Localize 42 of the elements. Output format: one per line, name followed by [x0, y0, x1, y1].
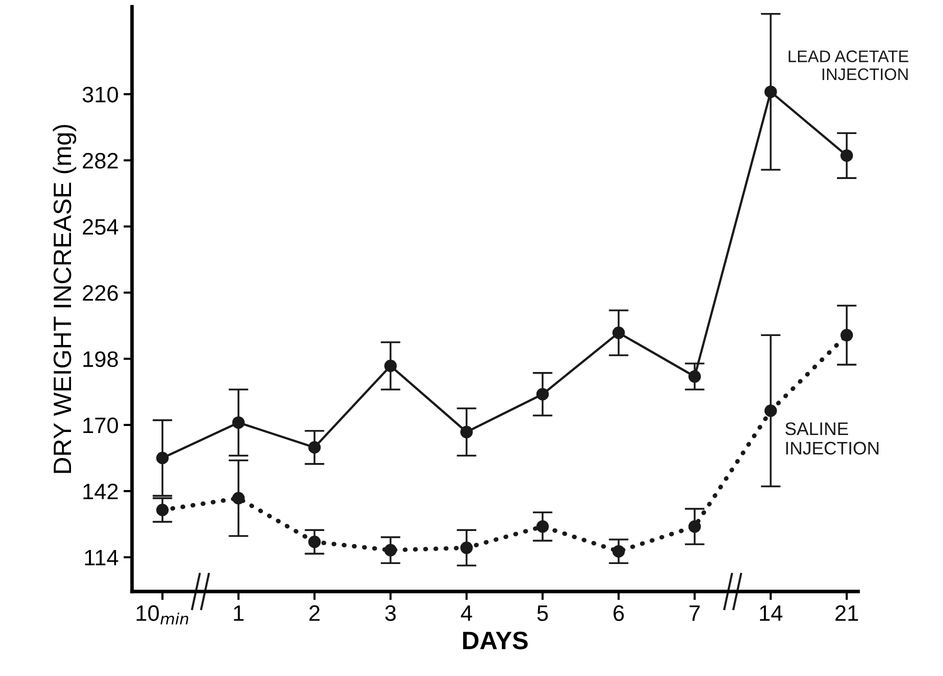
point — [308, 536, 321, 548]
point — [612, 545, 625, 558]
point — [308, 441, 321, 454]
x-axis-title: DAYS — [463, 632, 528, 650]
point — [460, 426, 473, 438]
y-tick-label: 114 — [85, 550, 118, 566]
point — [384, 544, 397, 556]
point — [764, 404, 777, 418]
point — [536, 520, 549, 533]
x-tick-label: 6 — [614, 605, 624, 622]
y-tick-label: 170 — [83, 417, 118, 434]
point — [536, 388, 549, 400]
point — [156, 504, 169, 516]
y-tick-label: 282 — [82, 152, 118, 169]
point — [156, 452, 169, 464]
x-tick-label: 5 — [537, 606, 548, 622]
x-tick-label: 2 — [309, 605, 320, 621]
point — [764, 86, 777, 98]
x-tick-label: 1 — [234, 606, 244, 621]
x-tick-label: 10$_{min}$ — [136, 605, 188, 624]
point — [232, 416, 245, 429]
y-tick-label: 310 — [82, 86, 118, 102]
y-tick-label: 198 — [83, 351, 118, 368]
point — [460, 542, 473, 554]
point — [688, 370, 701, 383]
y-axis-title: DRY WEIGHT INCREASE (mg) — [52, 124, 76, 473]
x-tick-label: 7 — [690, 606, 700, 621]
x-tick-label: 14 — [760, 606, 782, 621]
y-tick-label: 254 — [82, 219, 118, 235]
x-tick-label: 4 — [460, 606, 472, 621]
point — [612, 326, 625, 340]
y-tick-label: 142 — [83, 484, 118, 500]
y-tick-label: 226 — [82, 285, 118, 301]
x-tick-label: 21 — [835, 605, 858, 621]
series-label: LEAD ACETATE INJECTION — [788, 50, 908, 80]
point — [840, 328, 853, 342]
point — [840, 149, 853, 162]
point — [384, 360, 397, 372]
point — [688, 520, 701, 533]
point — [232, 492, 245, 504]
x-tick-label: 3 — [385, 605, 396, 622]
series-label: SALINE INJECTION — [785, 422, 878, 455]
